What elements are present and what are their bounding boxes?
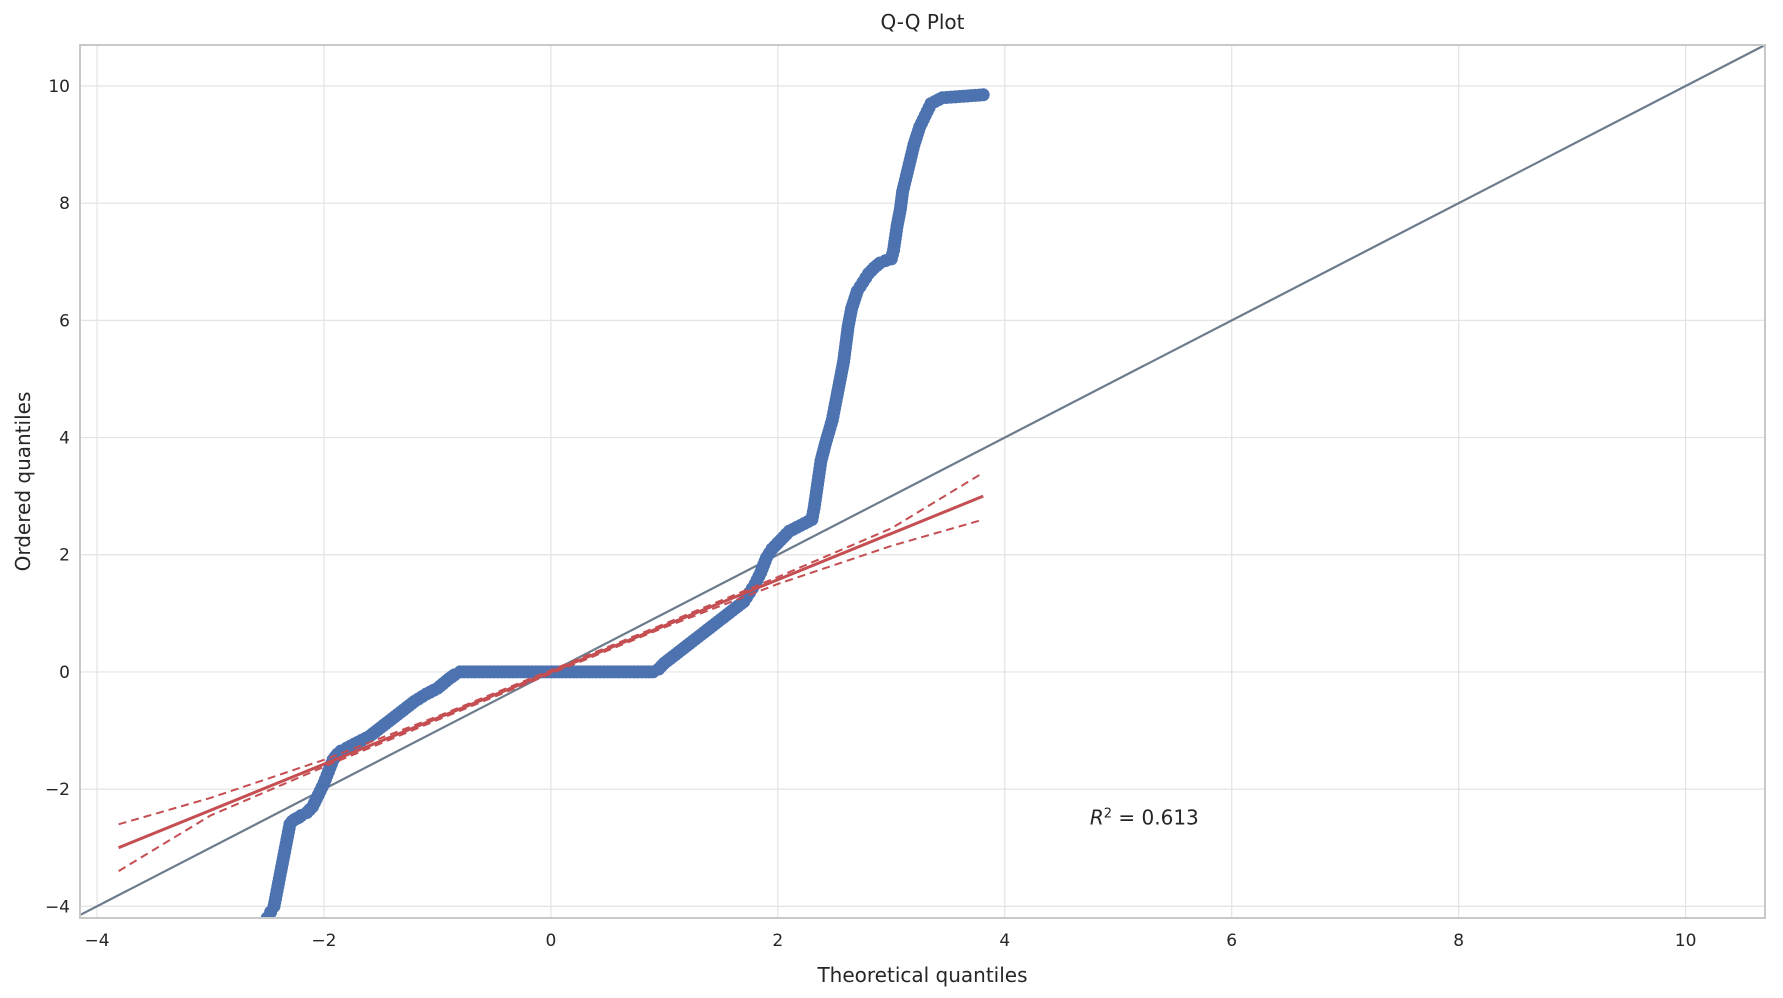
- y-tick-label: 2: [59, 546, 70, 566]
- grid-lines: [80, 45, 1765, 918]
- reference-line-group: [80, 45, 1765, 917]
- r-squared-annotation: R2 = 0.613: [1090, 805, 1199, 829]
- r-squared-value: = 0.613: [1112, 805, 1199, 829]
- confidence-band-upper: [118, 471, 984, 826]
- y-tick-label: 10: [48, 77, 70, 97]
- plot-frame: [79, 44, 1766, 919]
- chart-title: Q-Q Plot: [880, 10, 964, 34]
- x-tick-label: 6: [1226, 931, 1237, 951]
- x-tick-label: 10: [1675, 931, 1697, 951]
- y-tick-label: −2: [45, 780, 70, 800]
- x-axis-label: Theoretical quantiles: [816, 963, 1027, 987]
- x-tick-labels: −4 −2 0 2 4 6 8 10: [84, 931, 1696, 951]
- x-tick-label: −2: [311, 931, 336, 951]
- fit-line: [118, 494, 984, 850]
- fit-line-group: [118, 471, 984, 872]
- y-tick-label: 0: [59, 663, 70, 683]
- scatter-points: [260, 88, 990, 918]
- y-tick-label: −4: [45, 897, 70, 917]
- x-tick-label: 2: [772, 931, 783, 951]
- y-tick-label: 4: [59, 429, 70, 449]
- data-point: [976, 88, 990, 102]
- x-tick-label: 4: [999, 931, 1010, 951]
- confidence-band-lower: [118, 518, 984, 872]
- r-squared-exponent: 2: [1104, 806, 1112, 821]
- x-tick-label: 8: [1453, 931, 1464, 951]
- x-tick-label: −4: [84, 931, 109, 951]
- x-tick-label: 0: [545, 931, 556, 951]
- reference-line: [80, 45, 1765, 917]
- y-tick-label: 8: [59, 194, 70, 214]
- y-tick-labels: −4 −2 0 2 4 6 8 10: [45, 77, 70, 917]
- y-tick-label: 6: [59, 311, 70, 331]
- r-squared-symbol: R: [1090, 805, 1104, 829]
- y-axis-label: Ordered quantiles: [11, 392, 35, 572]
